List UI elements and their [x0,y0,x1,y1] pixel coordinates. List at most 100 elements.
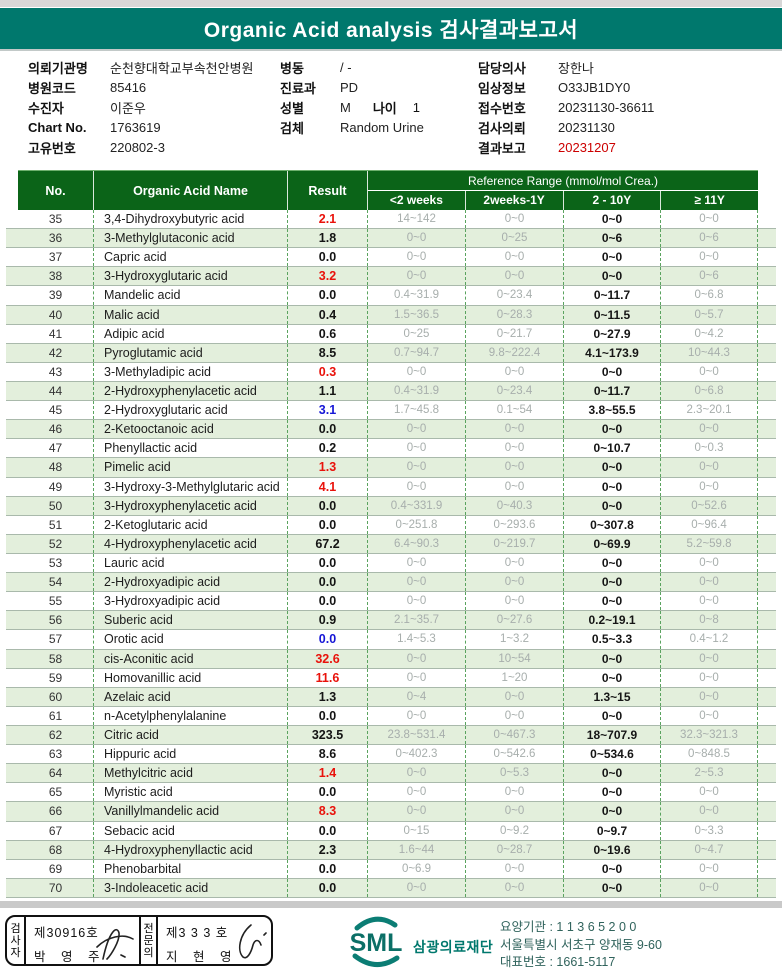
info-item: 의뢰기관명 순천향대학교부속천안병원 [28,57,254,77]
cell-result: 0.0 [287,783,367,802]
info-label2: 나이 [372,100,397,116]
specialist-section: 제3 3 3 호 지 현 영 [158,917,271,964]
cell-acid-name: Sebacic acid [93,821,287,840]
cell-result: 0.9 [287,611,367,630]
cell-ref-under2w: 6.4~90.3 [367,534,465,553]
table-row: 41 Adipic acid 0.6 0~25 0~21.7 0~27.9 0~… [6,324,776,344]
cell-ref-11y: 0~0 [660,477,758,496]
cell-ref-2-10y: 0~0 [563,592,660,611]
cell-acid-name: Pimelic acid [93,458,287,477]
cell-no: 37 [48,250,63,265]
table-row: 67 Sebacic acid 0.0 0~15 0~9.2 0~9.7 0~3… [6,821,776,841]
cell-acid-name: Phenobarbital [93,859,287,878]
cell-ref-11y: 0~0 [660,878,758,897]
table-row: 35 3,4-Dihydroxybutyric acid 2.1 14~142 … [6,210,776,230]
table-row: 61 n-Acetylphenylalanine 0.0 0~0 0~0 0~0… [6,706,776,726]
cell-ref-11y: 0~96.4 [660,515,758,534]
cell-result: 0.6 [287,324,367,343]
cell-ref-under2w: 0~25 [367,324,465,343]
cell-ref-under2w: 0.4~31.9 [367,381,465,401]
sml-logo-icon: SML [350,916,402,967]
info-label: 담당의사 [478,60,526,76]
cell-no: 66 [48,804,63,819]
cell-no: 36 [48,231,63,246]
cell-acid-name: Suberic acid [93,611,287,630]
cell-ref-under2w: 0~0 [367,553,465,573]
cell-acid-name: 2-Hydroxyphenylacetic acid [93,381,287,401]
cell-no: 50 [48,498,63,513]
info-label: 병동 [280,60,304,76]
cell-ref-under2w: 1.7~45.8 [367,401,465,420]
info-item: 담당의사 장한나 [478,57,654,77]
cell-ref-under2w: 1.6~44 [367,840,465,859]
specialist-name: 지 현 영 [166,950,238,964]
examiner-signature-icon [96,928,134,960]
cell-ref-2-10y: 0~534.6 [563,745,660,764]
info-value: 220802-3 [110,139,165,155]
cell-no: 59 [48,670,63,685]
cell-ref-2w-1y: 0~0 [465,210,563,229]
cell-ref-11y: 0~0 [660,573,758,592]
cell-result: 0.0 [287,496,367,515]
cell-ref-2w-1y: 0~0 [465,783,563,802]
cell-ref-11y: 0~3.3 [660,821,758,840]
cell-ref-2-10y: 3.8~55.5 [563,401,660,420]
table-row: 39 Mandelic acid 0.0 0.4~31.9 0~23.4 0~1… [6,286,776,306]
cell-result: 0.0 [287,821,367,840]
col-header-name: Organic Acid Name [93,171,287,210]
cell-acid-name: Vanillylmandelic acid [93,802,287,821]
examiner-name: 박 영 주 [34,950,106,964]
cell-ref-11y: 0~52.6 [660,496,758,515]
table-row: 40 Malic acid 0.4 1.5~36.5 0~28.3 0~11.5… [6,305,776,325]
org-address-block: 요양기관 : 1 1 3 6 5 2 0 0 서울특별시 서초구 양재동 9-6… [500,919,662,972]
cell-ref-2-10y: 0~0 [563,668,660,687]
cell-ref-2-10y: 0~19.6 [563,840,660,859]
cell-result: 0.0 [287,573,367,592]
cell-ref-2-10y: 4.1~173.9 [563,343,660,362]
table-row: 54 2-Hydroxyadipic acid 0.0 0~0 0~0 0~0 … [6,573,776,593]
cell-no: 68 [48,842,63,857]
cell-ref-11y: 0~0 [660,362,758,381]
cell-result: 3.2 [287,267,367,286]
table-row: 66 Vanillylmandelic acid 8.3 0~0 0~0 0~0… [6,802,776,822]
cell-acid-name: Malic acid [93,305,287,324]
cell-ref-under2w: 0~0 [367,802,465,821]
col-header-reference: Reference Range (mmol/mol Crea.) <2 week… [367,171,758,210]
reference-range-group-header: Reference Range (mmol/mol Crea.) [368,171,758,191]
cell-no: 69 [48,861,63,876]
table-row: 45 2-Hydroxyglutaric acid 3.1 1.7~45.8 0… [6,401,776,421]
cell-ref-2w-1y: 0~25 [465,229,563,248]
cell-ref-2w-1y: 0~0 [465,573,563,592]
cell-ref-2w-1y: 0~23.4 [465,286,563,305]
cell-ref-11y: 0~4.7 [660,840,758,859]
cell-ref-2-10y: 0~27.9 [563,324,660,343]
col-header-11y-plus: ≥ 11Y [660,191,758,210]
cell-result: 11.6 [287,668,367,687]
cell-ref-2-10y: 0.2~19.1 [563,611,660,630]
cell-result: 0.0 [287,248,367,267]
cell-no: 56 [48,613,63,628]
cell-ref-under2w: 14~142 [367,210,465,229]
table-row: 51 2-Ketoglutaric acid 0.0 0~251.8 0~293… [6,515,776,535]
table-row: 46 2-Ketooctanoic acid 0.0 0~0 0~0 0~0 0… [6,420,776,440]
cell-ref-2w-1y: 0~0 [465,553,563,573]
cell-ref-2-10y: 0~0 [563,210,660,229]
info-label: 의뢰기관명 [28,60,88,76]
table-row: 70 3-Indoleacetic acid 0.0 0~0 0~0 0~0 0… [6,878,776,898]
cell-ref-2-10y: 0~11.7 [563,286,660,305]
cell-result: 32.6 [287,649,367,668]
cell-result: 2.3 [287,840,367,859]
table-row: 65 Myristic acid 0.0 0~0 0~0 0~0 0~0 [6,783,776,803]
cell-result: 0.0 [287,553,367,573]
cell-ref-2w-1y: 1~3.2 [465,630,563,649]
specialist-license: 제3 3 3 호 [166,926,229,940]
cell-ref-under2w: 0~0 [367,878,465,897]
cell-acid-name: 3-Indoleacetic acid [93,878,287,897]
cell-ref-11y: 0~0 [660,210,758,229]
cell-ref-2w-1y: 0~467.3 [465,725,563,745]
cell-no: 48 [48,460,63,475]
cell-result: 3.1 [287,401,367,420]
examiner-license: 제30916호 [34,926,99,940]
cell-ref-2-10y: 1.3~15 [563,687,660,706]
cell-ref-2w-1y: 0~28.3 [465,305,563,324]
